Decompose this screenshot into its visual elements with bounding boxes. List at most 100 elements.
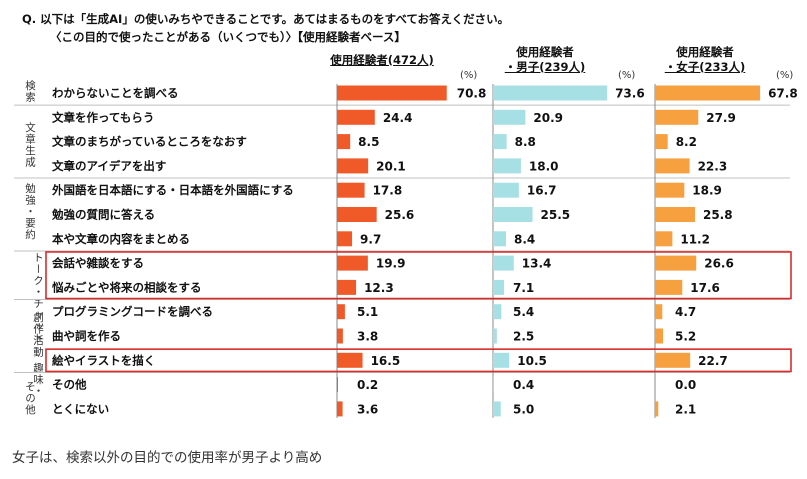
bar-male xyxy=(493,134,507,150)
bar-all xyxy=(337,377,338,393)
value-label-male: 5.4 xyxy=(513,305,534,319)
value-label-male: 7.1 xyxy=(513,281,534,295)
value-label-all: 25.6 xyxy=(385,208,415,222)
value-label-female: 0.0 xyxy=(675,378,696,392)
value-label-female: 22.3 xyxy=(698,159,728,173)
category-label: 曲や詞を作る xyxy=(52,329,121,343)
value-label-female: 2.1 xyxy=(675,402,696,416)
bar-all xyxy=(337,231,353,247)
category-label: その他 xyxy=(52,378,87,392)
value-label-all: 17.8 xyxy=(373,184,403,198)
bar-female xyxy=(655,352,691,368)
category-label: 本や文章の内容をまとめる xyxy=(52,232,190,246)
value-label-male: 25.5 xyxy=(541,208,571,222)
category-label: とくにない xyxy=(52,402,109,416)
bar-female xyxy=(655,255,697,271)
value-label-female: 67.8 xyxy=(768,87,798,101)
bar-female xyxy=(655,328,664,344)
category-label: 悩みごとや将来の相談をする xyxy=(51,280,202,294)
column-header-male: 使用経験者 ・男子(239人) xyxy=(480,45,610,75)
bar-all xyxy=(337,207,377,222)
value-label-all: 9.7 xyxy=(360,232,381,246)
value-label-male: 20.9 xyxy=(533,111,563,125)
value-label-male: 5.0 xyxy=(513,402,534,416)
group-label-search: 検索 xyxy=(24,80,36,103)
value-label-female: 17.6 xyxy=(690,281,720,295)
bar-male xyxy=(493,304,502,320)
bar-female xyxy=(655,279,683,295)
value-label-female: 8.2 xyxy=(676,135,697,149)
bar-male xyxy=(493,207,533,222)
bar-female xyxy=(655,158,690,174)
value-label-female: 5.2 xyxy=(675,330,696,344)
question-line-1: Q. 以下は「生成AI」の使いみちやできることです。あてはまるものをすべてお答え… xyxy=(22,12,510,26)
value-label-male: 0.4 xyxy=(513,378,534,392)
value-label-all: 12.3 xyxy=(364,281,394,295)
value-label-all: 16.5 xyxy=(371,354,401,368)
category-label: 外国語を日本語にする・日本語を外国語にする xyxy=(51,183,294,197)
value-label-all: 3.6 xyxy=(357,402,378,416)
value-label-female: 11.2 xyxy=(680,232,710,246)
bar-male xyxy=(493,328,497,344)
bar-male xyxy=(493,255,514,271)
column-header-female-line1: 使用経験者 xyxy=(676,45,734,59)
category-label: 文章を作ってもらう xyxy=(52,110,154,124)
bar-female xyxy=(655,85,761,101)
value-label-all: 20.1 xyxy=(376,159,406,173)
bar-female xyxy=(655,231,673,247)
value-label-female: 22.7 xyxy=(698,354,728,368)
category-label: 勉強の質問に答える xyxy=(51,208,155,222)
bar-male xyxy=(493,158,521,174)
column-header-female-line2: ・女子(233人) xyxy=(664,60,746,74)
group-label-writing: 文章生成 xyxy=(24,122,36,168)
bar-male xyxy=(493,85,608,101)
value-label-all: 24.4 xyxy=(383,111,413,125)
group-label-study: 勉強・要約 xyxy=(24,183,36,241)
value-label-all: 19.9 xyxy=(376,257,406,271)
bar-all xyxy=(337,109,375,125)
category-label: 文章のアイデアを出す xyxy=(52,159,166,173)
value-label-male: 8.8 xyxy=(515,135,536,149)
bar-female xyxy=(655,134,668,150)
column-header-all: 使用経験者(472人) xyxy=(322,53,442,68)
bar-all xyxy=(337,134,351,150)
question-line-2: 〈この目的で使ったことがある（いくつでも）〉【使用経験者ベース】 xyxy=(50,30,406,44)
category-label: 会話や雑談をする xyxy=(51,256,144,270)
value-label-all: 70.8 xyxy=(457,87,487,101)
value-label-male: 73.6 xyxy=(615,87,645,101)
bar-male xyxy=(493,377,494,393)
group-label-other: その他 xyxy=(24,381,36,416)
bar-male xyxy=(493,401,501,417)
bar-female xyxy=(655,109,699,125)
bar-all xyxy=(337,85,447,101)
bar-male xyxy=(493,352,510,368)
value-label-male: 2.5 xyxy=(513,330,534,344)
value-label-all: 3.8 xyxy=(357,330,378,344)
bar-male xyxy=(493,279,505,295)
chart-caption: 女子は、検索以外の目的での使用率が男子より高め xyxy=(12,450,323,466)
value-label-all: 5.1 xyxy=(357,305,378,319)
percent-unit-male: (%) xyxy=(618,70,636,81)
highlight-box xyxy=(45,251,792,300)
bar-all xyxy=(337,401,343,417)
value-label-all: 0.2 xyxy=(357,378,378,392)
bar-all xyxy=(337,182,365,198)
column-header-male-line1: 使用経験者 xyxy=(516,45,574,59)
value-label-female: 25.8 xyxy=(703,208,733,222)
bar-female xyxy=(655,182,685,198)
bar-all xyxy=(337,304,345,320)
bar-male xyxy=(493,231,507,247)
bar-male xyxy=(493,109,526,125)
category-label: わからないことを調べる xyxy=(52,86,179,100)
percent-unit-all: (%) xyxy=(460,70,478,81)
bar-female xyxy=(655,401,659,417)
bar-female xyxy=(655,207,695,222)
category-label: プログラミングコードを調べる xyxy=(52,305,213,319)
highlight-box xyxy=(45,348,792,373)
value-label-female: 27.9 xyxy=(706,111,736,125)
bar-all xyxy=(337,255,368,271)
bar-male xyxy=(493,182,519,198)
value-label-male: 16.7 xyxy=(527,184,557,198)
category-label: 絵やイラストを描く xyxy=(52,353,155,367)
